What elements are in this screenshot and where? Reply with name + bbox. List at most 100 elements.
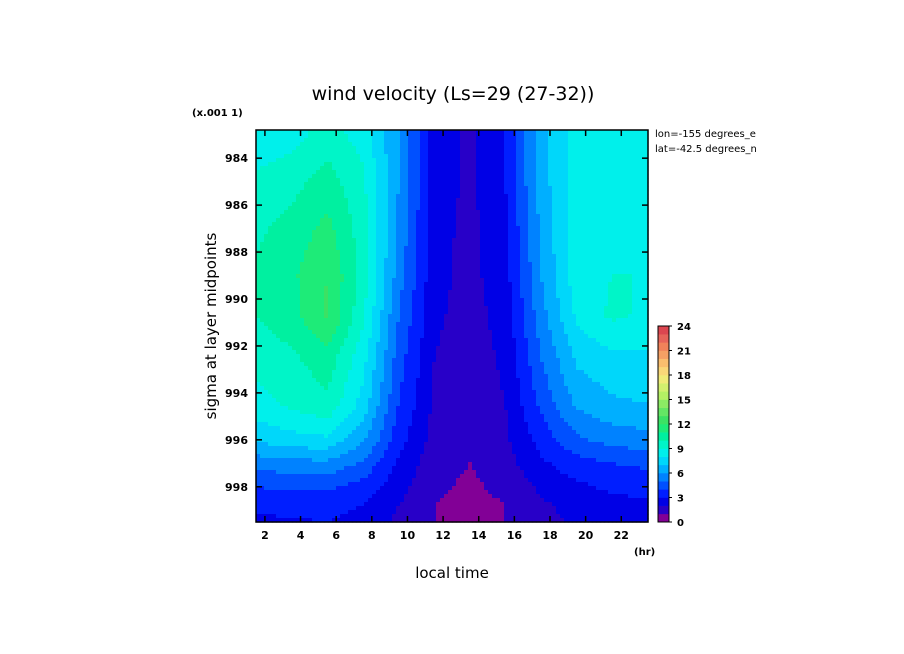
heatmap-cell bbox=[496, 226, 501, 231]
heatmap-cell bbox=[284, 166, 289, 171]
heatmap-cell bbox=[320, 222, 325, 227]
heatmap-cell bbox=[364, 314, 369, 319]
heatmap-cell bbox=[624, 182, 629, 187]
heatmap-cell bbox=[488, 174, 493, 179]
heatmap-cell bbox=[296, 194, 301, 199]
heatmap-cell bbox=[384, 250, 389, 255]
heatmap-cell bbox=[604, 202, 609, 207]
heatmap-cell bbox=[364, 190, 369, 195]
heatmap-cell bbox=[528, 142, 533, 147]
heatmap-cell bbox=[644, 246, 649, 251]
heatmap-cell bbox=[380, 210, 385, 215]
heatmap-cell bbox=[484, 226, 489, 231]
heatmap-cell bbox=[524, 326, 529, 331]
heatmap-cell bbox=[272, 270, 277, 275]
heatmap-cell bbox=[636, 270, 641, 275]
heatmap-cell bbox=[384, 202, 389, 207]
heatmap-cell bbox=[312, 298, 317, 303]
heatmap-cell bbox=[272, 314, 277, 319]
heatmap-cell bbox=[316, 210, 321, 215]
heatmap-cell bbox=[516, 250, 521, 255]
heatmap-cell bbox=[432, 322, 437, 327]
heatmap-cell bbox=[568, 318, 573, 323]
heatmap-cell bbox=[516, 170, 521, 175]
heatmap-cell bbox=[288, 186, 293, 191]
heatmap-cell bbox=[308, 326, 313, 331]
heatmap-cell bbox=[380, 190, 385, 195]
heatmap-cell bbox=[576, 294, 581, 299]
heatmap-cell bbox=[568, 278, 573, 283]
heatmap-cell bbox=[424, 162, 429, 167]
heatmap-cell bbox=[404, 322, 409, 327]
heatmap-cell bbox=[576, 178, 581, 183]
heatmap-cell bbox=[416, 318, 421, 323]
heatmap-cell bbox=[372, 178, 377, 183]
heatmap-cell bbox=[540, 330, 545, 335]
heatmap-cell bbox=[464, 190, 469, 195]
heatmap-cell bbox=[500, 294, 505, 299]
heatmap-cell bbox=[440, 154, 445, 159]
heatmap-cell bbox=[408, 242, 413, 247]
heatmap-cell bbox=[304, 154, 309, 159]
heatmap-cell bbox=[608, 162, 613, 167]
heatmap-cell bbox=[516, 254, 521, 259]
heatmap-cell bbox=[592, 150, 597, 155]
heatmap-cell bbox=[400, 242, 405, 247]
heatmap-cell bbox=[536, 150, 541, 155]
heatmap-cell bbox=[420, 294, 425, 299]
heatmap-cell bbox=[456, 270, 461, 275]
heatmap-cell bbox=[428, 258, 433, 263]
heatmap-cell bbox=[264, 138, 269, 143]
heatmap-cell bbox=[480, 138, 485, 143]
heatmap-cell bbox=[280, 218, 285, 223]
heatmap-cell bbox=[356, 254, 361, 259]
heatmap-cell bbox=[420, 310, 425, 315]
heatmap-cell bbox=[440, 194, 445, 199]
heatmap-cell bbox=[496, 138, 501, 143]
heatmap-cell bbox=[292, 170, 297, 175]
heatmap-cell bbox=[308, 242, 313, 247]
heatmap-cell bbox=[476, 262, 481, 267]
heatmap-cell bbox=[620, 314, 625, 319]
heatmap-cell bbox=[552, 282, 557, 287]
heatmap-cell bbox=[548, 190, 553, 195]
heatmap-cell bbox=[596, 182, 601, 187]
heatmap-cell bbox=[616, 210, 621, 215]
heatmap-cell bbox=[548, 258, 553, 263]
heatmap-cell bbox=[364, 310, 369, 315]
heatmap-cell bbox=[264, 154, 269, 159]
heatmap-cell bbox=[256, 306, 261, 311]
heatmap-cell bbox=[436, 186, 441, 191]
heatmap-cell bbox=[616, 302, 621, 307]
heatmap-cell bbox=[592, 154, 597, 159]
heatmap-cell bbox=[512, 214, 517, 219]
heatmap-cell bbox=[524, 186, 529, 191]
heatmap-cell bbox=[344, 278, 349, 283]
heatmap-cell bbox=[516, 202, 521, 207]
heatmap-cell bbox=[520, 162, 525, 167]
heatmap-cell bbox=[500, 186, 505, 191]
heatmap-cell bbox=[600, 158, 605, 163]
heatmap-cell bbox=[352, 266, 357, 271]
heatmap-cell bbox=[616, 218, 621, 223]
heatmap-cell bbox=[460, 294, 465, 299]
heatmap-cell bbox=[548, 206, 553, 211]
heatmap-cell bbox=[560, 230, 565, 235]
heatmap-cell bbox=[464, 206, 469, 211]
heatmap-cell bbox=[524, 298, 529, 303]
heatmap-cell bbox=[640, 158, 645, 163]
heatmap-cell bbox=[504, 246, 509, 251]
heatmap-cell bbox=[360, 306, 365, 311]
heatmap-cell bbox=[516, 210, 521, 215]
heatmap-cell bbox=[476, 202, 481, 207]
heatmap-cell bbox=[264, 130, 269, 135]
heatmap-cell bbox=[468, 182, 473, 187]
heatmap-cell bbox=[432, 166, 437, 171]
heatmap-cell bbox=[548, 266, 553, 271]
heatmap-cell bbox=[644, 242, 649, 247]
heatmap-cell bbox=[628, 262, 633, 267]
heatmap-cell bbox=[388, 318, 393, 323]
heatmap-cell bbox=[292, 230, 297, 235]
heatmap-cell bbox=[376, 178, 381, 183]
heatmap-cell bbox=[488, 214, 493, 219]
